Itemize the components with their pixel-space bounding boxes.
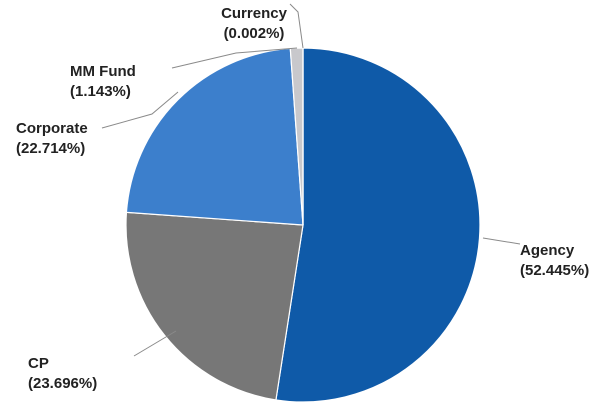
slice-value-label-corporate: (22.714%) [16, 140, 85, 157]
pie-slice-cp [126, 212, 303, 400]
leader-line-cp [134, 331, 176, 356]
pie-slice-corporate [126, 48, 303, 225]
slice-label-agency: Agency [520, 242, 575, 259]
slice-label-currency: Currency [221, 5, 288, 22]
pie-slices [126, 48, 480, 402]
leader-line-currency [290, 4, 303, 48]
slice-value-label-agency: (52.445%) [520, 262, 589, 279]
slice-label-cp: CP [28, 355, 49, 372]
leader-line-agency [483, 238, 520, 244]
slice-value-label-cp: (23.696%) [28, 375, 97, 392]
pie-slice-agency [276, 48, 480, 402]
slice-value-label-mm-fund: (1.143%) [70, 83, 131, 100]
slice-label-corporate: Corporate [16, 120, 88, 137]
slice-value-label-currency: (0.002%) [224, 25, 285, 42]
slice-label-mm-fund: MM Fund [70, 63, 136, 80]
